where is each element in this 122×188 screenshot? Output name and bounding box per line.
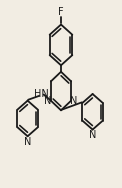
Text: HN: HN (34, 89, 49, 99)
Text: N: N (24, 137, 31, 147)
Text: F: F (58, 7, 64, 17)
Text: N: N (44, 96, 52, 106)
Text: N: N (89, 130, 96, 140)
Text: N: N (70, 96, 78, 106)
